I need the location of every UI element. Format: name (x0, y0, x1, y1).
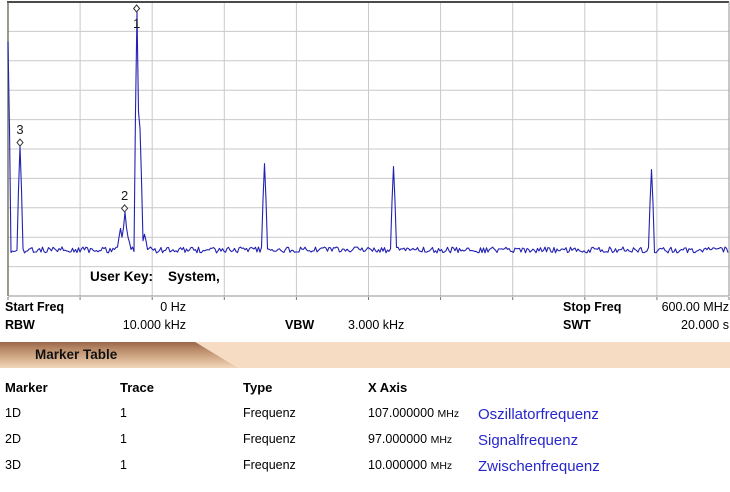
x-value-unit: MHz (430, 460, 453, 472)
stop-freq-value: 600.00 MHz (661, 300, 729, 314)
marker-table-row-2[interactable]: 2D 1 Frequenz 97.000000 MHz Signalfreque… (0, 432, 730, 452)
marker-id: 1D (5, 406, 21, 420)
swt-label: SWT (563, 318, 591, 332)
freq-settings-row: Start Freq 0 Hz Stop Freq 600.00 MHz (0, 300, 730, 317)
marker-trace: 1 (120, 406, 127, 420)
marker-type: Frequenz (243, 458, 296, 472)
x-value-unit: MHz (430, 434, 453, 446)
x-value-number: 97.000000 (368, 432, 428, 446)
start-freq-value: 0 Hz (160, 300, 186, 314)
start-freq-label: Start Freq (5, 300, 65, 314)
spectrum-plot[interactable]: 1 2 3 (0, 0, 730, 302)
marker-label-2: 2 (121, 188, 128, 203)
x-value-number: 107.000000 (368, 406, 435, 420)
bandwidth-settings-row: RBW 10.000 kHz VBW 3.000 kHz SWT 20.000 … (0, 318, 730, 335)
marker-annotation: Signalfrequenz (478, 432, 579, 449)
marker-x-value: 10.000000 MHz (368, 458, 452, 472)
rbw-value: 10.000 kHz (122, 318, 186, 332)
marker-x-value: 97.000000 MHz (368, 432, 452, 446)
vbw-value: 3.000 kHz (348, 318, 405, 332)
marker-diamond-3[interactable] (16, 138, 24, 147)
col-header-trace: Trace (120, 380, 154, 395)
marker-id: 2D (5, 432, 21, 446)
vbw-label: VBW (285, 318, 315, 332)
marker-id: 3D (5, 458, 21, 472)
marker-annotation: Zwischenfrequenz (478, 458, 600, 475)
user-key-annotation: User Key: System, (90, 269, 220, 284)
marker-table-row-1[interactable]: 1D 1 Frequenz 107.000000 MHz Oszillatorf… (0, 406, 730, 426)
user-key-label: User Key: (90, 269, 154, 284)
marker-table-row-3[interactable]: 3D 1 Frequenz 10.000000 MHz Zwischenfreq… (0, 458, 730, 478)
marker-table-band: Marker Table (0, 342, 730, 368)
marker-annotation: Oszillatorfrequenz (478, 406, 599, 423)
user-key-value: System, (168, 269, 220, 284)
marker-diamond-1[interactable] (132, 4, 141, 13)
col-header-marker: Marker (5, 380, 48, 395)
rbw-label: RBW (5, 318, 35, 332)
x-value-unit: MHz (437, 408, 460, 420)
marker-label-3: 3 (16, 122, 23, 137)
marker-type: Frequenz (243, 432, 296, 446)
marker-trace: 1 (120, 458, 127, 472)
spectrum-trace (7, 11, 729, 254)
marker-trace: 1 (120, 432, 127, 446)
x-value-number: 10.000000 (368, 458, 428, 472)
col-header-type: Type (243, 380, 273, 395)
col-header-x-axis: X Axis (368, 380, 408, 395)
marker-type: Frequenz (243, 406, 296, 420)
marker-x-value: 107.000000 MHz (368, 406, 459, 420)
marker-table-title: Marker Table (35, 347, 118, 362)
marker-table-tab (0, 342, 238, 368)
marker-diamond-2[interactable] (120, 204, 129, 213)
marker-table-header: Marker Trace Type X Axis (0, 380, 730, 400)
stop-freq-label: Stop Freq (563, 300, 622, 314)
marker-label-1: 1 (133, 16, 140, 31)
swt-value: 20.000 s (681, 318, 729, 332)
